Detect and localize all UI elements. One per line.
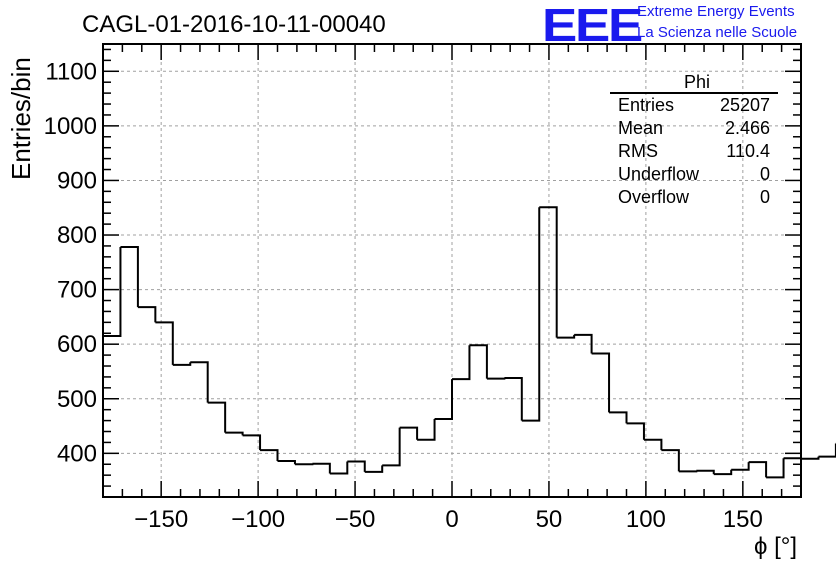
histogram-bin (766, 458, 785, 479)
histogram-bin (452, 345, 471, 381)
stats-label: RMS (618, 141, 658, 161)
stats-value: 110.4 (726, 141, 770, 161)
histogram-bin (120, 246, 139, 308)
stats-row-entries: Entries 25207 (610, 94, 778, 117)
histogram-bin (678, 470, 698, 473)
x-tick-label: 100 (626, 506, 666, 533)
stats-row-mean: Mean 2.466 (610, 117, 778, 140)
y-tick-label: 900 (57, 167, 97, 194)
stats-label: Underflow (618, 164, 700, 184)
x-axis-label: ϕ [°] (754, 533, 798, 560)
y-tick-label: 1100 (45, 58, 97, 85)
histogram-bin (521, 207, 541, 422)
logo-text-line1: Extreme Energy Events (637, 3, 795, 20)
y-tick-label: 700 (57, 277, 97, 304)
stats-row-underflow: Underflow 0 (610, 163, 778, 186)
stats-value: 25207 (719, 95, 770, 115)
histogram-bin (504, 377, 523, 421)
histogram-bin (801, 456, 820, 460)
histogram-bin (329, 461, 349, 475)
histogram-bin (643, 438, 663, 451)
histogram-bin (417, 418, 436, 441)
histogram-bin (661, 449, 680, 472)
stats-row-overflow: Overflow 0 (610, 186, 778, 209)
histogram-bin (539, 206, 558, 338)
stats-label: Overflow (618, 187, 690, 207)
stats-label: Mean (618, 118, 664, 138)
histogram-bin (190, 361, 209, 403)
histogram-bin (818, 443, 836, 458)
histogram-bin (260, 449, 279, 461)
histogram-bin (626, 422, 645, 440)
histogram-bin (609, 411, 628, 424)
histogram-bin (748, 461, 768, 478)
stats-value: 2.466 (724, 118, 770, 138)
histogram-bin (294, 463, 314, 466)
histogram-bin (486, 377, 506, 380)
x-tick-label: 0 (445, 506, 458, 533)
histogram-bin (574, 333, 593, 354)
histogram-bin (696, 469, 715, 475)
stats-value: 0 (759, 164, 770, 184)
x-tick-label: 150 (723, 506, 763, 533)
histogram-bin (172, 362, 192, 366)
histogram-bin (347, 460, 366, 472)
histogram-bin (312, 462, 331, 474)
histogram-bin (277, 459, 296, 465)
y-tick-label: 1000 (44, 113, 97, 140)
histogram-bin (731, 462, 750, 471)
histogram-bin (364, 465, 384, 473)
stats-label: Entries (618, 95, 675, 115)
histogram-bin (469, 344, 488, 379)
histogram-bin (434, 379, 453, 420)
histogram-bin (591, 352, 611, 413)
stats-value: 0 (759, 187, 770, 207)
x-tick-label: −100 (231, 506, 285, 533)
stats-box: Phi Entries 25207 Mean 2.466 RMS 110.4 U… (610, 72, 778, 209)
histogram-bin (382, 427, 401, 467)
eee-logo: EEE (542, 0, 643, 51)
histogram-bin (783, 457, 802, 460)
x-tick-label: −150 (134, 506, 188, 533)
x-tick-label: 50 (536, 506, 563, 533)
y-axis-label: Entries/bin (6, 57, 36, 180)
histogram-bin (225, 431, 244, 436)
histogram-bin (713, 469, 733, 476)
x-tick-label: −50 (335, 506, 376, 533)
histogram-bin (556, 334, 576, 339)
y-tick-label: 800 (57, 222, 97, 249)
stats-title: Phi (610, 72, 778, 94)
histogram-bin (399, 426, 419, 440)
histogram-bin (242, 434, 262, 451)
y-tick-label: 500 (57, 386, 97, 413)
histogram-bin (207, 401, 227, 433)
histogram-bin (137, 306, 157, 323)
histogram-bin (102, 247, 122, 497)
histogram-bin (155, 321, 174, 365)
stats-row-rms: RMS 110.4 (610, 140, 778, 163)
logo-text-line2: La Scienza nelle Scuole (637, 24, 798, 41)
y-tick-label: 600 (57, 331, 97, 358)
y-tick-label: 400 (57, 440, 97, 467)
plot-title: CAGL-01-2016-10-11-00040 (82, 11, 386, 38)
